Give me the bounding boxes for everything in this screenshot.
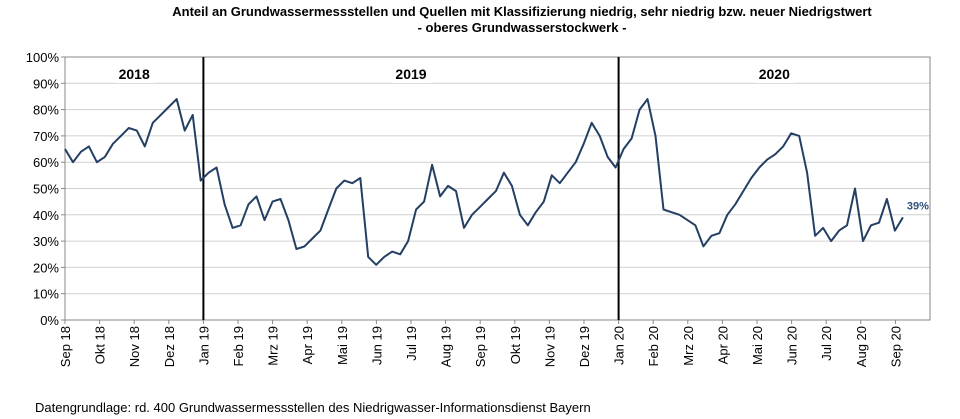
year-label-bg (114, 63, 155, 83)
y-tick-label: 90% (33, 76, 59, 91)
x-tick-label: Mai 19 (335, 326, 350, 365)
x-tick-label: Dez 18 (162, 326, 177, 367)
y-tick-label: 30% (33, 234, 59, 249)
x-tick-label: Mai 20 (750, 326, 765, 365)
x-tick-label: Apr 19 (300, 326, 315, 364)
y-tick-label: 20% (33, 260, 59, 275)
y-tick-label: 40% (33, 208, 59, 223)
y-tick-label: 60% (33, 155, 59, 170)
x-tick-label: Okt 19 (508, 326, 523, 364)
footnote: Datengrundlage: rd. 400 Grundwassermesss… (35, 400, 591, 415)
y-tick-label: 0% (40, 313, 59, 328)
year-label-bg (391, 63, 431, 83)
y-tick-label: 10% (33, 287, 59, 302)
y-tick-label: 50% (33, 182, 59, 197)
x-tick-label: Jan 20 (612, 326, 627, 365)
x-tick-label: Mrz 19 (266, 326, 281, 366)
y-tick-label: 80% (33, 103, 59, 118)
data-line (64, 98, 904, 266)
x-tick-label: Nov 19 (542, 326, 557, 367)
year-label-bg (754, 63, 795, 83)
x-tick-label: Sep 18 (58, 326, 73, 367)
year-label: 2020 (759, 66, 790, 82)
year-label: 2019 (395, 66, 426, 82)
plot-frame (64, 56, 931, 321)
x-tick-label: Sep 19 (473, 326, 488, 367)
x-tick-label: Apr 20 (715, 326, 730, 364)
x-tick-label: Jul 20 (819, 326, 834, 361)
y-tick-label: 100% (26, 50, 60, 65)
y-tick-label: 70% (33, 129, 59, 144)
x-tick-label: Nov 18 (127, 326, 142, 367)
x-tick-label: Jan 19 (196, 326, 211, 365)
chart-subtitle: - oberes Grundwasserstockwerk - (418, 20, 627, 35)
end-value-label: 39% (907, 200, 929, 212)
x-tick-label: Feb 19 (231, 326, 246, 366)
x-tick-label: Dez 19 (577, 326, 592, 367)
x-tick-label: Jun 20 (785, 326, 800, 365)
x-tick-label: Sep 20 (888, 326, 903, 367)
chart-title: Anteil an Grundwassermessstellen und Que… (172, 4, 872, 19)
x-tick-label: Jul 19 (404, 326, 419, 361)
year-label: 2018 (119, 66, 150, 82)
x-tick-label: Mrz 20 (681, 326, 696, 366)
x-tick-label: Aug 20 (854, 326, 869, 367)
x-tick-label: Feb 20 (646, 326, 661, 366)
x-tick-label: Jun 19 (369, 326, 384, 365)
x-tick-label: Okt 18 (93, 326, 108, 364)
x-tick-label: Aug 19 (439, 326, 454, 367)
